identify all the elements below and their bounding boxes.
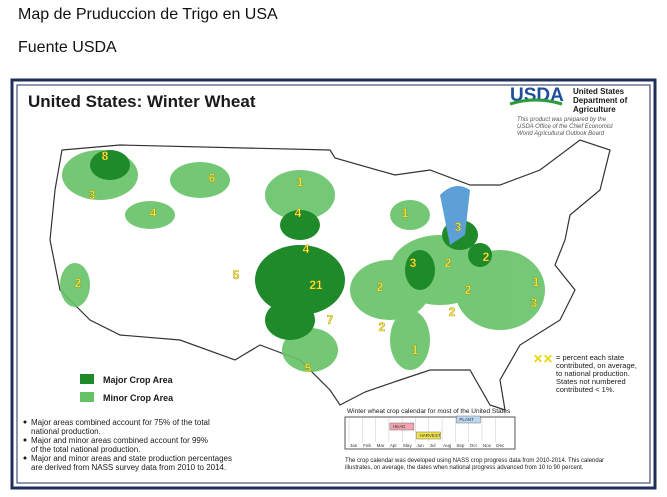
- key-note: contributed, on average,: [556, 361, 637, 370]
- note-text: Major and minor areas and state producti…: [31, 454, 232, 463]
- calendar-month: May: [403, 443, 412, 448]
- legend-label: Minor Crop Area: [103, 393, 174, 403]
- state-percent: 4: [150, 206, 157, 220]
- state-percent: 4: [295, 206, 302, 220]
- key-symbol: ✕✕: [533, 352, 553, 366]
- state-percent: 1: [297, 175, 304, 189]
- calendar-month: Jun: [417, 443, 425, 448]
- state-percent: 2: [75, 276, 82, 290]
- state-percent: 2: [377, 280, 384, 294]
- agency-name: Department of: [573, 96, 628, 105]
- bullet: [23, 420, 27, 424]
- page-subtitle: Fuente USDA: [18, 39, 117, 56]
- state-percent: 1: [412, 343, 419, 357]
- state-percent: 3: [455, 220, 462, 234]
- agency-name: United States: [573, 87, 625, 96]
- state-percent: 1: [402, 206, 409, 220]
- calendar-bar: [416, 431, 441, 440]
- calendar-month: Oct: [470, 443, 478, 448]
- usda-logo-swoosh: [509, 98, 563, 106]
- state-percent: 2: [379, 320, 386, 334]
- map-title: United States: Winter Wheat: [28, 92, 256, 111]
- key-note: to national production.: [556, 369, 630, 378]
- legend-swatch: [80, 374, 94, 384]
- state-percent: 21: [309, 278, 323, 292]
- calendar-stage: HARVEST: [420, 433, 441, 438]
- calendar-month: Aug: [443, 443, 452, 448]
- calendar-month: Dec: [496, 443, 505, 448]
- state-percent: 2: [483, 250, 490, 264]
- calendar-box: [344, 416, 516, 450]
- calendar-month: Feb: [363, 443, 371, 448]
- calendar-stage: HEAD: [393, 424, 406, 429]
- key-note: States not numbered: [556, 377, 626, 386]
- state-percent: 3: [410, 256, 417, 270]
- key-note: = percent each state: [556, 353, 624, 362]
- state-percent: 6: [209, 171, 216, 185]
- calendar-month: Apr: [390, 443, 398, 448]
- state-percent: 3: [531, 296, 538, 310]
- state-percent: 3: [89, 188, 96, 202]
- calendar-month: Jul: [430, 443, 436, 448]
- bullet: [23, 438, 27, 442]
- map-inner-frame: [16, 84, 651, 484]
- state-percent: 2: [465, 283, 472, 297]
- calendar-title: Winter wheat crop calendar for most of t…: [347, 408, 511, 415]
- note-text: Major areas combined account for 75% of …: [31, 418, 210, 427]
- legend-label: Major Crop Area: [103, 375, 174, 385]
- note-text: Major and minor areas combined account f…: [31, 436, 208, 445]
- calendar-month: Mar: [377, 443, 385, 448]
- state-percent: 1: [533, 275, 540, 289]
- page-title: Map de Pruduccion de Trigo en USA: [18, 6, 278, 23]
- legend-swatch: [80, 392, 94, 402]
- calendar-bar: [389, 422, 415, 431]
- footnote: The crop calendar was developed using NA…: [345, 458, 604, 464]
- state-percent: 2: [445, 256, 452, 270]
- agency-name: Agriculture: [573, 105, 616, 114]
- calendar-stage: PLANT: [459, 417, 474, 422]
- prepared-note: USDA Office of the Chief Economist: [517, 124, 613, 130]
- state-percent: 2: [449, 305, 456, 319]
- calendar-month: Jan: [350, 443, 358, 448]
- state-percent: 5: [233, 268, 240, 282]
- note-text: national production.: [31, 427, 101, 436]
- calendar-month: Sep: [456, 443, 465, 448]
- calendar-month: Nov: [483, 443, 492, 448]
- note-text: of the total national production.: [31, 445, 140, 454]
- state-percent: 8: [102, 149, 109, 163]
- state-percent: 7: [327, 313, 334, 327]
- footnote: illustrates, on average, the dates when …: [345, 465, 584, 471]
- prepared-note: This product was prepared by the: [517, 117, 607, 123]
- calendar-bar: [456, 415, 481, 424]
- bullet: [23, 456, 27, 460]
- prepared-note: World Agricultural Outlook Board: [517, 131, 605, 137]
- key-note: contributed < 1%.: [556, 385, 615, 394]
- state-percent: 4: [303, 242, 310, 256]
- note-text: are derived from NASS survey data from 2…: [31, 463, 226, 472]
- great-lakes: [440, 186, 470, 245]
- state-percent: 5: [305, 361, 312, 375]
